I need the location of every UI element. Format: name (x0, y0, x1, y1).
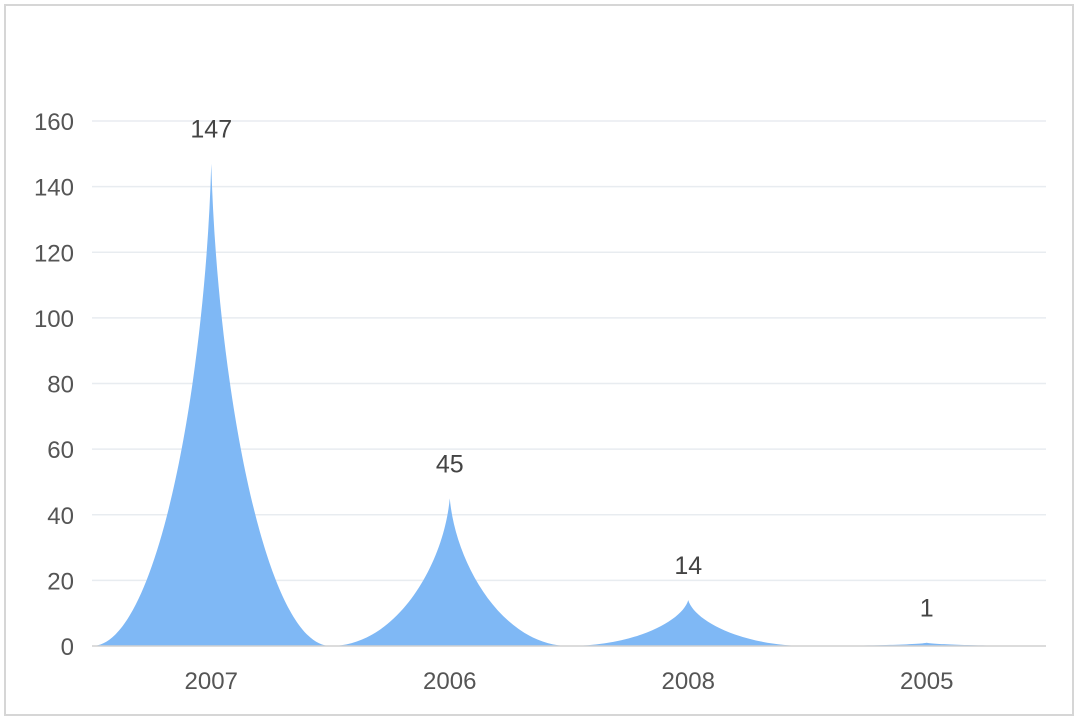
spike-2006 (330, 498, 569, 646)
data-label-2006: 45 (436, 450, 464, 478)
y-tick-label-160: 160 (34, 109, 74, 136)
x-tick-label-2005: 2005 (900, 668, 953, 695)
y-tick-label-140: 140 (34, 175, 74, 202)
y-tick-label-40: 40 (47, 503, 74, 530)
y-tick-label-0: 0 (61, 634, 74, 661)
x-axis-ticks: 2007 2006 2008 2005 (185, 668, 954, 695)
data-label-2007: 147 (190, 116, 232, 144)
y-tick-label-60: 60 (47, 437, 74, 464)
spike-2005 (807, 642, 1046, 646)
y-axis-ticks: 0 20 40 60 80 100 120 140 160 (34, 109, 74, 661)
data-label-2008: 14 (674, 552, 702, 580)
data-labels: 147 45 14 1 (190, 116, 933, 623)
spike-2008 (569, 600, 808, 646)
spike-2007 (92, 163, 331, 646)
x-tick-label-2007: 2007 (185, 668, 238, 695)
y-tick-label-80: 80 (47, 372, 74, 399)
x-tick-label-2008: 2008 (662, 668, 715, 695)
data-label-2005: 1 (920, 595, 934, 623)
y-tick-label-100: 100 (34, 306, 74, 333)
x-tick-label-2006: 2006 (423, 668, 476, 695)
spike-series (92, 163, 1046, 646)
y-tick-label-120: 120 (34, 240, 74, 267)
y-tick-label-20: 20 (47, 568, 74, 595)
